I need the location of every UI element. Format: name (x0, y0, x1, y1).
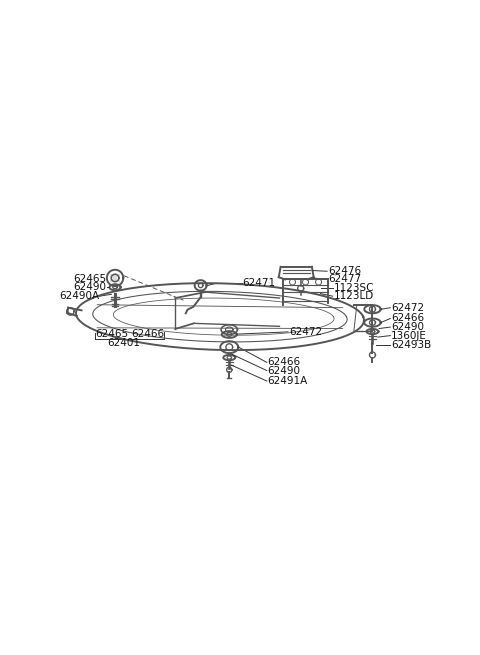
Text: 62490A: 62490A (59, 291, 99, 301)
Text: 62472: 62472 (289, 327, 322, 337)
Text: 62466: 62466 (391, 314, 424, 324)
Text: 62466: 62466 (132, 329, 165, 339)
Text: 62493B: 62493B (391, 340, 432, 350)
Text: 62471: 62471 (242, 278, 276, 288)
Text: 1360JE: 1360JE (391, 331, 427, 341)
Text: 62477: 62477 (328, 274, 361, 284)
Text: 62491A: 62491A (267, 376, 308, 386)
Text: 62465: 62465 (73, 274, 107, 284)
Text: 62490: 62490 (73, 282, 107, 292)
Text: 62466: 62466 (267, 358, 300, 367)
Text: 62476: 62476 (328, 266, 361, 276)
Text: 62472: 62472 (391, 303, 424, 312)
Text: 62401: 62401 (108, 338, 141, 348)
Text: 62490: 62490 (267, 365, 300, 375)
Text: 1123LD: 1123LD (334, 291, 373, 301)
Text: 62490: 62490 (391, 322, 424, 332)
Text: 62465: 62465 (96, 329, 129, 339)
Text: 1123SC: 1123SC (334, 283, 374, 293)
